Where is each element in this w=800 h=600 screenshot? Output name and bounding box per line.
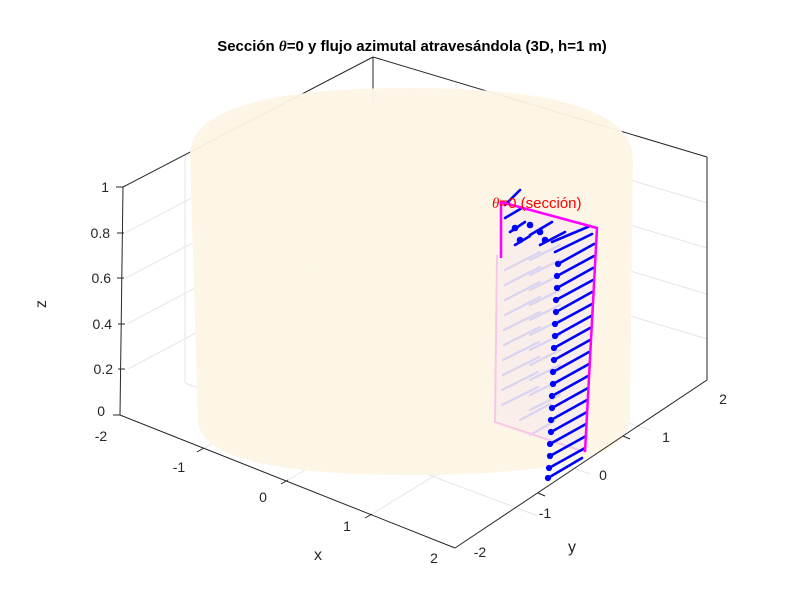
svg-text:2: 2 bbox=[430, 550, 438, 566]
svg-text:0: 0 bbox=[599, 467, 607, 483]
chart-title: Sección θ=0 y flujo azimutal atravesándo… bbox=[217, 38, 607, 55]
section-plane bbox=[493, 200, 597, 453]
svg-text:2: 2 bbox=[719, 391, 727, 407]
svg-text:1: 1 bbox=[662, 429, 670, 445]
quiver-arrows bbox=[503, 188, 596, 482]
svg-text:0.6: 0.6 bbox=[92, 270, 112, 286]
svg-text:1: 1 bbox=[343, 518, 351, 534]
svg-text:0.4: 0.4 bbox=[93, 316, 113, 332]
svg-text:0.8: 0.8 bbox=[91, 225, 111, 241]
svg-text:-2: -2 bbox=[95, 428, 108, 444]
svg-text:-2: -2 bbox=[474, 544, 487, 560]
section-edge bbox=[499, 200, 599, 453]
svg-text:1: 1 bbox=[101, 179, 109, 195]
z-tick-labels: 1 0.8 0.6 0.4 0.2 0 bbox=[91, 179, 114, 419]
y-axis-label: y bbox=[568, 539, 576, 556]
svg-text:0: 0 bbox=[259, 489, 267, 505]
svg-text:-1: -1 bbox=[539, 505, 552, 521]
x-tick-labels: -2 -1 0 1 2 bbox=[95, 428, 438, 566]
y-tick-labels: -2 -1 0 1 2 bbox=[474, 391, 727, 560]
svg-text:0.2: 0.2 bbox=[94, 361, 114, 377]
z-axis-label: z bbox=[33, 300, 50, 308]
section-annotation: θ=0 (sección) bbox=[492, 195, 582, 212]
axis-lines bbox=[113, 186, 708, 549]
svg-text:0: 0 bbox=[97, 403, 105, 419]
svg-text:-1: -1 bbox=[173, 459, 186, 475]
x-axis-label: x bbox=[314, 547, 322, 564]
